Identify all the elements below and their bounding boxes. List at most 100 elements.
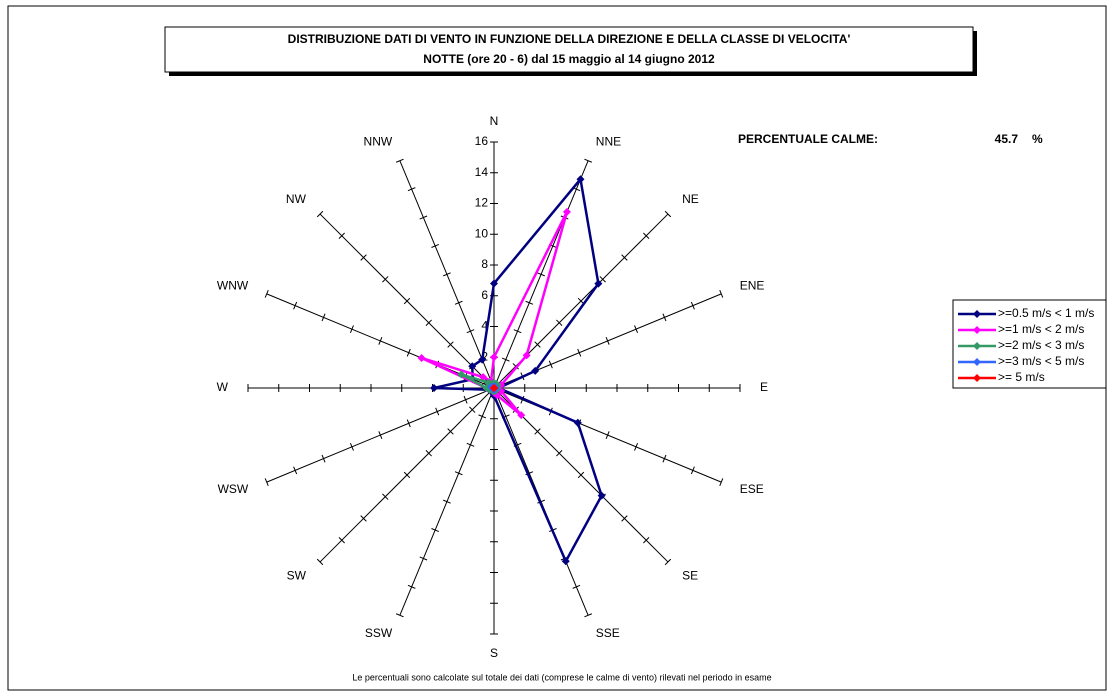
tick-mark (466, 442, 475, 447)
marker (597, 491, 606, 500)
tick-mark (425, 319, 432, 326)
tick-mark (395, 613, 404, 618)
chart-title: DISTRIBUZIONE DATI DI VENTO IN FUNZIONE … (288, 32, 851, 46)
tick-mark (501, 357, 510, 362)
marker (517, 411, 526, 420)
tick-mark (466, 329, 475, 334)
tick-mark (431, 528, 440, 533)
tick-mark (534, 428, 541, 435)
tick-mark (534, 341, 541, 348)
tick-mark (338, 232, 345, 239)
r-tick-label: 4 (481, 319, 488, 333)
direction-label: SW (287, 568, 307, 582)
tick-mark (525, 300, 534, 305)
tick-mark (463, 395, 468, 404)
marker (417, 353, 426, 362)
tick-mark (599, 276, 606, 283)
tick-mark (403, 297, 411, 305)
marker (490, 353, 498, 362)
tick-mark (378, 337, 383, 345)
chart-subtitle: NOTTE (ore 20 - 6) dal 15 maggio al 14 g… (423, 52, 715, 66)
marker (594, 279, 603, 288)
tick-mark (454, 300, 463, 305)
tick-mark (406, 419, 411, 428)
tick-mark (264, 289, 269, 298)
direction-label: N (490, 114, 499, 128)
direction-label: ENE (740, 278, 765, 292)
marker (457, 370, 466, 379)
tick-mark (403, 471, 411, 479)
tick-mark (382, 493, 389, 500)
tick-mark (556, 450, 563, 457)
legend-marker (973, 310, 981, 318)
tick-mark (407, 584, 416, 589)
tick-mark (513, 329, 522, 334)
tick-mark (634, 325, 639, 334)
tick-mark (537, 272, 545, 277)
direction-label: WNW (217, 278, 249, 292)
direction-label: WSW (218, 482, 249, 496)
tick-mark (690, 301, 695, 310)
tick-mark (478, 414, 487, 419)
tick-mark (690, 466, 695, 475)
direction-label: SSE (596, 626, 620, 640)
tick-mark (662, 454, 667, 463)
calm-label: PERCENTUALE CALME: (738, 132, 878, 146)
tick-mark (293, 466, 298, 475)
direction-label: W (217, 380, 229, 394)
marker (562, 207, 571, 216)
direction-label: SE (682, 568, 698, 582)
tick-mark (577, 297, 585, 305)
chart-frame (7, 5, 1107, 691)
direction-label: E (760, 380, 768, 394)
tick-mark (321, 313, 326, 322)
tick-mark (584, 613, 593, 618)
tick-mark (634, 442, 639, 451)
direction-label: ESE (740, 482, 764, 496)
tick-mark (643, 232, 650, 239)
tick-mark (338, 537, 345, 544)
marker (430, 384, 439, 392)
legend-label: >=2 m/s < 3 m/s (998, 338, 1084, 352)
tick-mark (443, 499, 451, 504)
tick-mark (605, 337, 610, 345)
tick-mark (406, 348, 411, 357)
tick-mark (621, 254, 628, 261)
r-tick-label: 16 (475, 134, 489, 148)
r-tick-label: 2 (481, 349, 488, 363)
tick-mark (360, 515, 367, 522)
r-tick-label: 6 (481, 288, 488, 302)
tick-mark (407, 187, 416, 192)
tick-mark (378, 431, 383, 439)
marker (573, 418, 582, 427)
direction-label: NW (286, 192, 307, 206)
tick-mark (577, 471, 585, 479)
legend-label: >=3 m/s < 5 m/s (998, 354, 1084, 368)
legend-label: >= 5 m/s (998, 370, 1045, 384)
marker (531, 366, 540, 375)
tick-mark (447, 341, 454, 348)
legend-marker (973, 358, 981, 366)
tick-mark (572, 584, 581, 589)
tick-mark (662, 313, 667, 322)
tick-mark (382, 276, 389, 283)
tick-mark (316, 558, 324, 566)
direction-label: NE (682, 192, 699, 206)
r-tick-label: 8 (481, 257, 488, 271)
marker (468, 362, 477, 371)
marker (478, 355, 487, 364)
legend-marker (973, 342, 981, 350)
footnote: Le percentuali sono calcolate sul totale… (352, 672, 771, 682)
tick-mark (556, 319, 563, 326)
tick-mark (435, 407, 440, 416)
marker (576, 175, 585, 184)
tick-mark (454, 471, 463, 476)
tick-mark (447, 428, 454, 435)
tick-mark (621, 515, 628, 522)
tick-mark (584, 158, 593, 163)
tick-mark (316, 210, 324, 218)
tick-mark (443, 272, 451, 277)
tick-mark (349, 325, 354, 334)
